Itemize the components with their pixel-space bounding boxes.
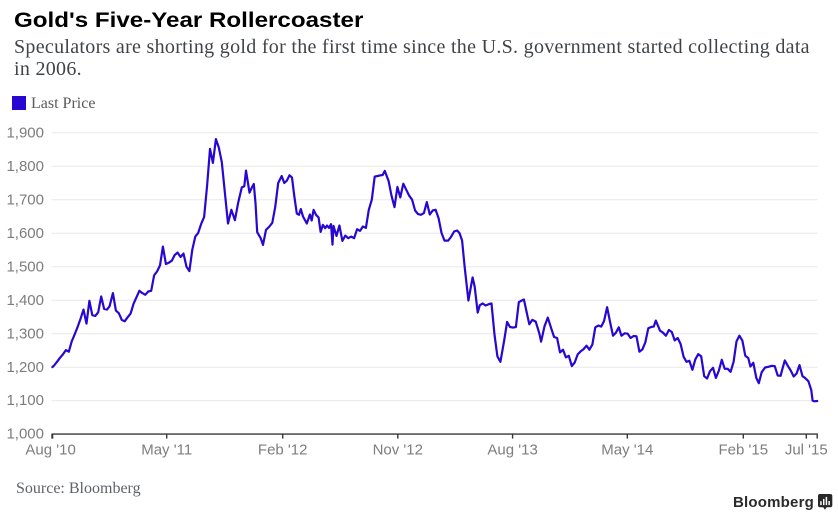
svg-text:1,500: 1,500 [6, 258, 44, 275]
svg-text:May '14: May '14 [601, 442, 653, 459]
svg-text:1,700: 1,700 [6, 191, 44, 208]
svg-text:1,000: 1,000 [6, 426, 44, 443]
svg-text:1,100: 1,100 [6, 392, 44, 409]
svg-text:1,300: 1,300 [6, 325, 44, 342]
svg-text:1,600: 1,600 [6, 225, 44, 242]
svg-text:Feb '15: Feb '15 [719, 442, 769, 459]
svg-text:Aug '13: Aug '13 [487, 442, 537, 459]
svg-text:Jul '15: Jul '15 [785, 442, 828, 459]
svg-text:Aug '10: Aug '10 [25, 442, 75, 459]
svg-text:1,900: 1,900 [6, 124, 44, 141]
svg-text:1,200: 1,200 [6, 359, 44, 376]
svg-text:Feb '12: Feb '12 [258, 442, 308, 459]
svg-text:1,400: 1,400 [6, 292, 44, 309]
svg-text:May '11: May '11 [141, 442, 192, 459]
svg-text:1,800: 1,800 [6, 158, 44, 175]
svg-text:Nov '12: Nov '12 [373, 442, 423, 459]
